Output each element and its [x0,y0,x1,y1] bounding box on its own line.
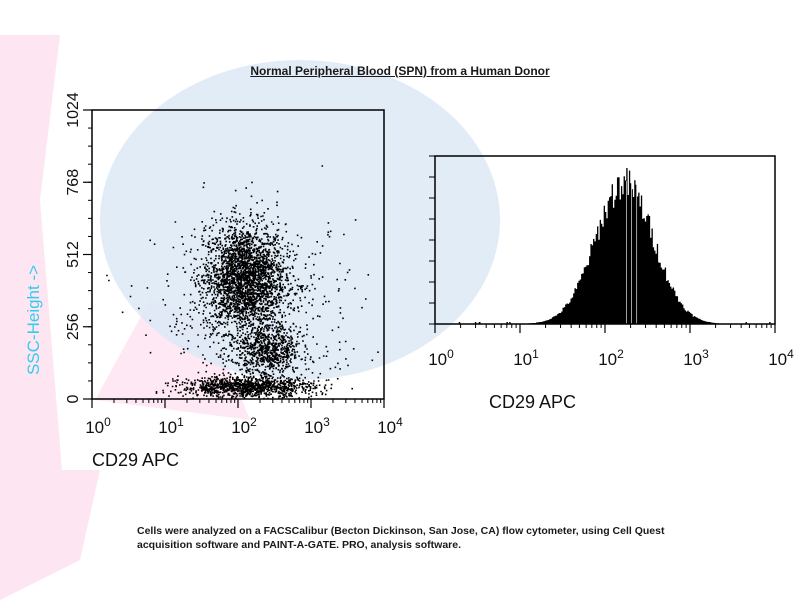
histogram-x-axis-label: CD29 APC [489,392,576,412]
histogram-noise-tick [615,322,617,324]
footnote-line-2: acquisition software and PAINT-A-GATE. P… [137,539,462,551]
scatter-x-tick-label: 101 [158,415,184,437]
histogram-x-tick-label: 101 [513,347,539,369]
histogram-noise-tick [683,322,685,324]
scatter-event-dots [106,165,379,400]
bg-blue-ellipse [100,60,500,380]
histogram-noise-tick [769,322,771,324]
histogram-noise-tick [506,322,508,324]
scatter-points [106,165,379,400]
scatter-x-minor-ticks [113,399,382,403]
scatter-x-axis-label: CD29 APC [92,450,179,470]
histogram-x-minor-ticks [460,324,772,328]
histogram-bars [458,168,771,324]
footnote: Cells were analyzed on a FACSCalibur (Be… [137,524,777,552]
scatter-y-tick-label: 256 [65,313,82,340]
histogram-noise-tick [509,322,511,324]
histogram-x-tick-label: 104 [768,347,794,369]
scatter-x-tick-label: 100 [85,415,111,437]
scatter-x-tick-label: 103 [304,415,330,437]
histogram-noise-tick [745,322,747,324]
scatter-x-tick-label: 104 [377,415,403,437]
histogram-x-tick-label: 103 [683,347,709,369]
histogram-bins [525,168,725,324]
histogram-noise-tick [587,322,589,324]
histogram-y-ticks [429,155,435,325]
bg-pink-shape-left [0,35,100,600]
histogram-plot: 100 101 102 103 104 CD29 APC [428,155,794,412]
histogram-noise-tick [622,322,625,324]
histogram-noise-tick [458,322,461,324]
histogram-noise-tick [474,322,477,324]
footnote-line-1: Cells were analyzed on a FACSCalibur (Be… [137,525,665,537]
histogram-x-ticks: 100 101 102 103 104 [428,324,794,369]
histogram-noise-tick [478,322,481,324]
scatter-y-axis-label: SSC-Height -> [24,265,43,375]
scatter-x-tick-label: 102 [231,415,257,437]
histogram-noise-tick [578,322,580,324]
scatter-y-tick-label: 512 [65,241,82,268]
scatter-x-ticks: 100 101 102 103 104 [85,399,403,437]
histogram-noise-tick [571,322,573,324]
histogram-noise-tick [549,322,551,324]
scatter-y-tick-label: 1024 [65,92,82,128]
histogram-noise-tick [582,322,584,324]
histogram-noise-tick [624,322,626,324]
scatter-y-tick-label: 0 [65,394,82,403]
histogram-x-tick-label: 100 [428,347,454,369]
histogram-x-tick-label: 102 [598,347,624,369]
scatter-y-ticks: 0 256 512 768 1024 [65,92,92,403]
histogram-noise-tick [663,322,665,324]
scatter-y-tick-label: 768 [65,169,82,196]
figure-title: Normal Peripheral Blood (SPN) from a Hum… [250,64,550,78]
